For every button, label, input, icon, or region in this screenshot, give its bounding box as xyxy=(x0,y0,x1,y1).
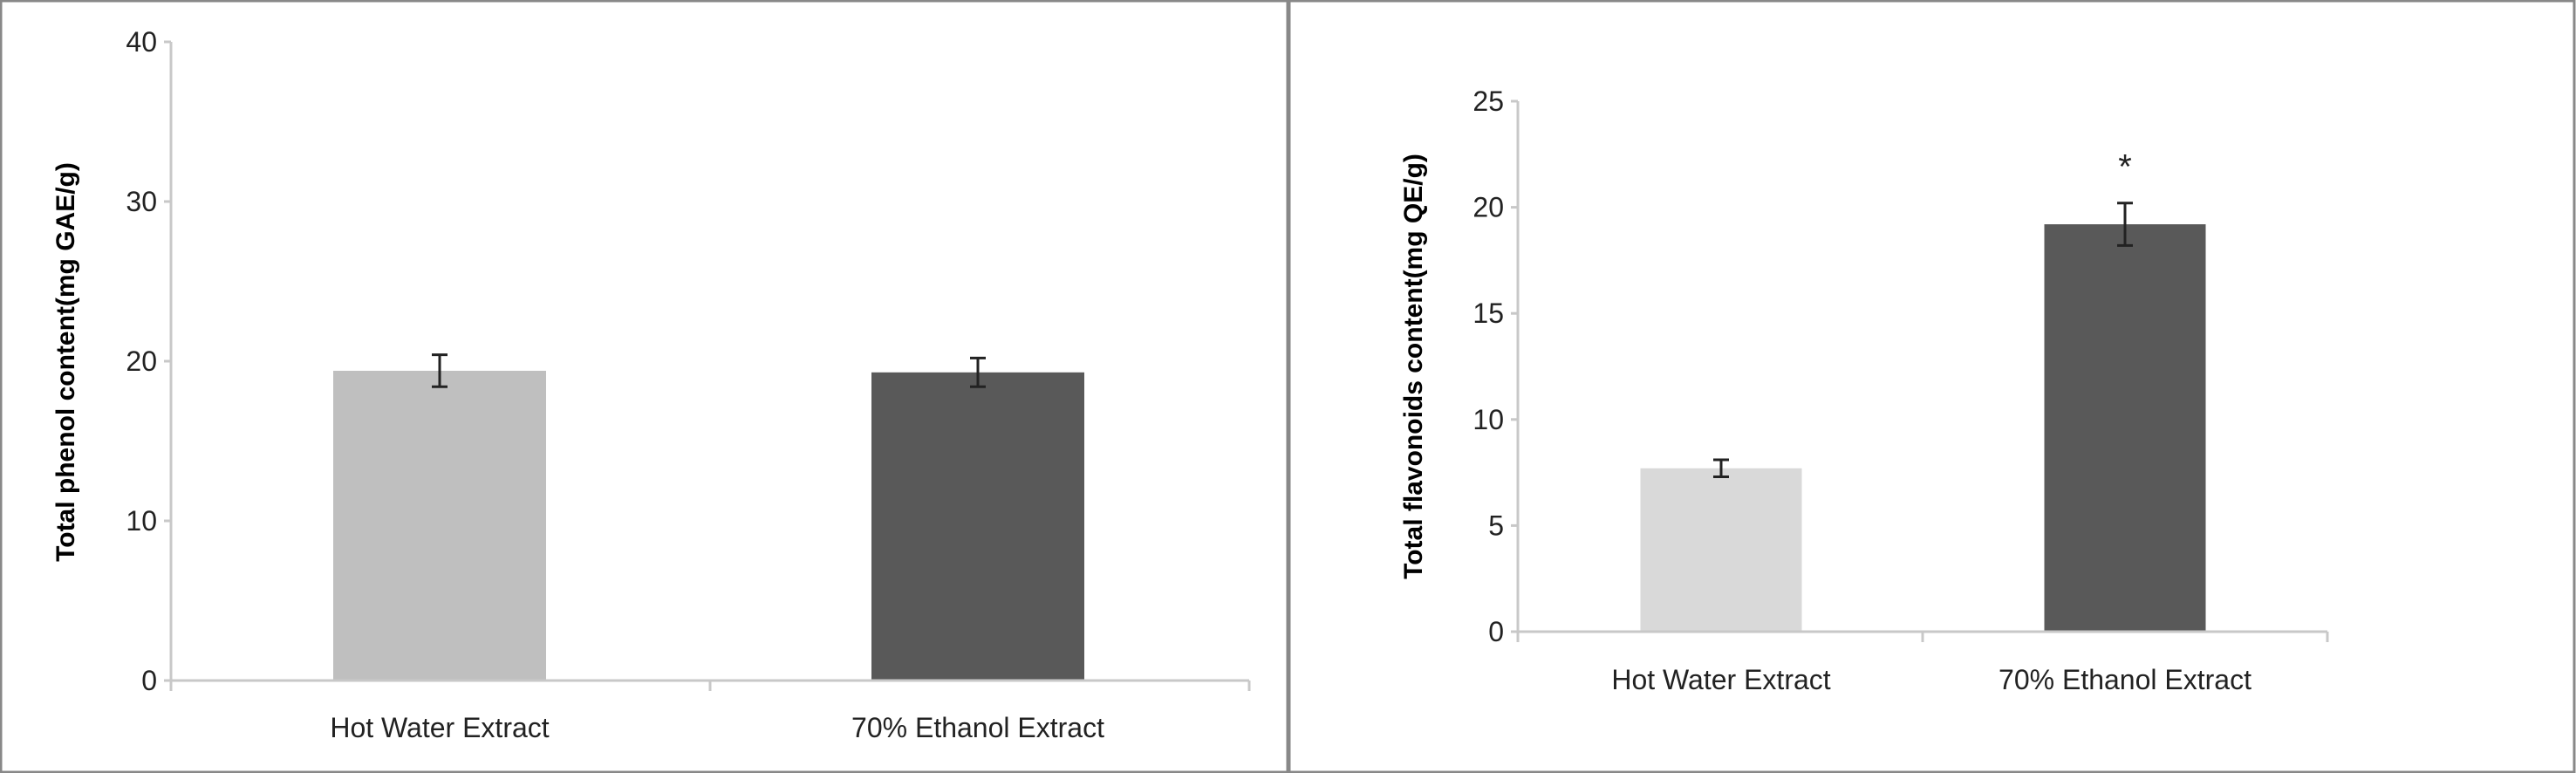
y-tick-label: 40 xyxy=(126,26,157,58)
y-tick-label: 20 xyxy=(126,345,157,377)
category-label: 70% Ethanol Extract xyxy=(851,712,1104,743)
y-tick-label: 0 xyxy=(141,665,157,696)
category-label: Hot Water Extract xyxy=(1611,664,1830,695)
y-tick-label: 10 xyxy=(1472,404,1504,435)
bar-hot-water xyxy=(1640,468,1802,632)
y-axis-label: Total phenol content(mg GAE/g) xyxy=(51,162,80,562)
chart-total-phenol: Hot Water Extract 70% Ethanol Extract 0 10 2… xyxy=(51,26,1251,743)
left-panel-border xyxy=(0,0,1289,773)
error-bar xyxy=(1713,458,1729,478)
error-bar xyxy=(2117,202,2133,247)
right-panel-border xyxy=(1288,0,2576,773)
bar-ethanol xyxy=(2044,224,2206,632)
error-bar xyxy=(970,356,986,388)
y-tick-label: 15 xyxy=(1472,298,1504,329)
bar-ethanol xyxy=(871,372,1084,681)
y-tick-label: 5 xyxy=(1488,510,1504,541)
y-tick-label: 20 xyxy=(1472,192,1504,223)
significance-marker: * xyxy=(2118,148,2132,187)
y-tick-label: 0 xyxy=(1488,616,1504,647)
category-label: 70% Ethanol Extract xyxy=(1999,664,2251,695)
y-tick-label: 10 xyxy=(126,505,157,537)
category-label: Hot Water Extract xyxy=(330,712,549,743)
y-axis-label: Total flavonoids content(mg QE/g) xyxy=(1399,154,1428,579)
bar-hot-water xyxy=(333,370,546,681)
error-bar xyxy=(432,353,448,388)
y-tick-label: 30 xyxy=(126,186,157,217)
y-tick-label: 25 xyxy=(1472,86,1504,117)
chart-total-flavonoids: Hot Water Extract 70% Ethanol Extract * 0 5 1… xyxy=(1399,86,2329,695)
